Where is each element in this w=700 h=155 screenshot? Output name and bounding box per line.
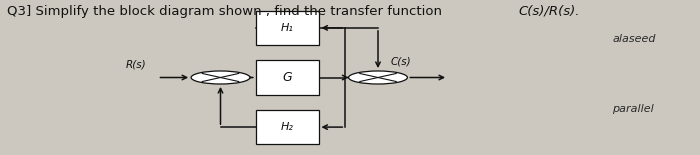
Circle shape: [349, 71, 407, 84]
Text: Q3] Simplify the block diagram shown , find the transfer function: Q3] Simplify the block diagram shown , f…: [7, 5, 442, 18]
Bar: [256, 110, 318, 144]
Text: C(s): C(s): [391, 57, 411, 67]
Text: H₂: H₂: [281, 122, 293, 132]
Bar: [256, 60, 318, 95]
Text: H₁: H₁: [281, 23, 293, 33]
Text: alaseed: alaseed: [612, 34, 656, 44]
Text: G: G: [282, 71, 292, 84]
Text: R(s): R(s): [126, 60, 147, 70]
Circle shape: [191, 71, 250, 84]
Bar: [256, 11, 318, 45]
Text: C(s)/R(s).: C(s)/R(s).: [518, 5, 580, 18]
Text: parallel: parallel: [612, 104, 654, 113]
